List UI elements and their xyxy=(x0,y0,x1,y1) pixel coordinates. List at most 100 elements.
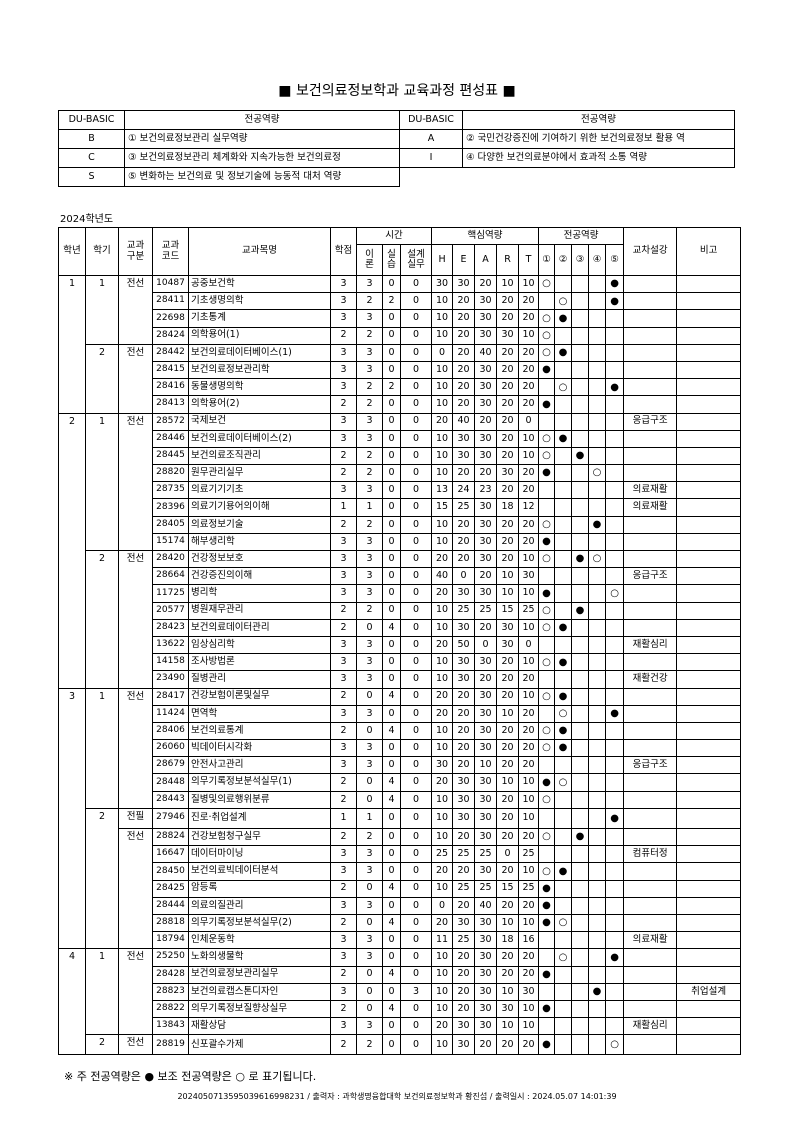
major-competency-2: ○ xyxy=(554,378,573,397)
course-code: 14158 xyxy=(152,653,189,672)
course-name: 인체운동학 xyxy=(188,931,331,950)
theory-hours: 3 xyxy=(356,896,383,915)
major-competency-3 xyxy=(571,739,590,758)
major-competency-4 xyxy=(588,999,607,1019)
major-competency-5: ● xyxy=(605,704,625,723)
practice-hours: 0 xyxy=(382,896,401,915)
core-e-value: 40 xyxy=(452,412,476,431)
core-r-value: 20 xyxy=(496,965,520,984)
theory-hours: 3 xyxy=(356,635,383,655)
core-h-value: 13 xyxy=(431,481,454,500)
credits: 1 xyxy=(330,807,357,830)
credits: 3 xyxy=(330,481,357,500)
core-t-value: 10 xyxy=(518,807,540,830)
theory-hours: 3 xyxy=(356,309,383,328)
core-e-value: 20 xyxy=(452,343,476,362)
practice-hours: 0 xyxy=(382,653,401,672)
core-t-value: 10 xyxy=(518,274,540,294)
core-t-value: 20 xyxy=(518,1034,540,1056)
design-hours: 0 xyxy=(399,446,433,466)
du-basic-header: DU-BASIC xyxy=(58,110,125,130)
main-competency-mark-icon: ● xyxy=(542,1003,551,1015)
core-a-value: 30 xyxy=(474,999,498,1019)
core-h-value: 10 xyxy=(431,790,454,809)
theory-hours: 0 xyxy=(356,687,383,706)
major-competency-5 xyxy=(605,326,625,345)
major-competency-5 xyxy=(605,879,625,898)
major-competency-1: ● xyxy=(538,879,556,898)
core-r-value: 20 xyxy=(496,948,520,967)
course-code: 28406 xyxy=(152,721,189,741)
core-t-value: 10 xyxy=(518,618,540,637)
core-a-value: 30 xyxy=(474,931,498,950)
major-competency-2 xyxy=(554,412,573,431)
core-a-value: 30 xyxy=(474,948,498,967)
semester-cell: 2 xyxy=(85,1034,119,1056)
credits: 2 xyxy=(330,773,357,792)
major-competency-2 xyxy=(554,532,573,552)
core-h-value: 20 xyxy=(431,635,454,655)
credits: 3 xyxy=(330,343,357,362)
course-row: 2 전선 28420 건강정보보호 3 3 0 0 20 20 30 20 10 ○ ● ○ xyxy=(59,549,742,689)
core-r-value: 20 xyxy=(496,756,520,775)
major-competency-5 xyxy=(605,567,625,586)
core-e-value: 20 xyxy=(452,948,476,967)
course-row: 26060 빅데이터시각화 3 3 0 0 10 20 30 20 20 ○ ● xyxy=(59,739,742,758)
credits: 2 xyxy=(330,965,357,984)
main-competency-mark-icon: ● xyxy=(542,882,551,894)
theory-hours: 3 xyxy=(356,862,383,881)
core-a-value: 30 xyxy=(474,807,498,830)
main-competency-mark-icon: ● xyxy=(610,812,619,824)
course-code: 28423 xyxy=(152,618,189,637)
core-r-value: 10 xyxy=(496,704,520,723)
competency-header: 전공역량 xyxy=(462,110,735,130)
remark xyxy=(676,549,742,569)
major-competency-2 xyxy=(554,274,573,294)
course-name: 보건의료데이터베이스(1) xyxy=(188,343,331,362)
core-t-value: 10 xyxy=(518,584,540,603)
major-1-header: ① xyxy=(538,244,556,276)
course-row: 22698 기초통계 3 3 0 0 10 20 30 20 20 ○ ● xyxy=(59,309,742,328)
cross-listing xyxy=(623,827,678,847)
core-a-value: 30 xyxy=(474,721,498,741)
design-hours: 0 xyxy=(399,965,433,984)
course-code: 27946 xyxy=(152,807,189,830)
major-competency-5 xyxy=(605,618,625,637)
theory-hours: 3 xyxy=(356,360,383,380)
core-a-value: 30 xyxy=(474,862,498,881)
core-t-value: 20 xyxy=(518,827,540,847)
main-competency-mark-icon: ● xyxy=(542,467,551,479)
remark xyxy=(676,635,742,655)
course-code: 11424 xyxy=(152,704,189,723)
remark xyxy=(676,845,742,864)
core-r-value: 10 xyxy=(496,773,520,792)
credits: 2 xyxy=(330,913,357,933)
course-name: 조사방법론 xyxy=(188,653,331,672)
cross-listing xyxy=(623,429,678,448)
cross-listing xyxy=(623,790,678,809)
core-a-value: 30 xyxy=(474,549,498,569)
core-h-value: 10 xyxy=(431,807,454,830)
major-competency-1: ○ xyxy=(538,721,556,741)
course-code: 28450 xyxy=(152,862,189,881)
design-hours: 0 xyxy=(399,756,433,775)
core-a-value: 30 xyxy=(474,827,498,847)
core-a-value: 30 xyxy=(474,913,498,933)
theory-hours: 1 xyxy=(356,498,383,517)
design-hours: 0 xyxy=(399,653,433,672)
course-code: 28822 xyxy=(152,999,189,1019)
core-competency-header: 핵심역량 xyxy=(431,227,540,245)
core-t-header: T xyxy=(518,244,540,276)
course-row: 13843 재활상담 3 3 0 0 20 30 30 10 10 재활심리 xyxy=(59,1017,742,1036)
design-hours: 0 xyxy=(399,515,433,534)
course-rows: 1 1 전선 10487 공중보건학 3 3 0 0 30 30 20 10 10 ○ ● 28411 기초생명의… xyxy=(58,274,742,1056)
course-name: 의료기기용어의이해 xyxy=(188,498,331,517)
major-competency-1: ● xyxy=(538,913,556,933)
course-code: 28420 xyxy=(152,549,189,569)
practice-header: 실 습 xyxy=(382,244,401,276)
theory-hours: 3 xyxy=(356,653,383,672)
major-competency-5 xyxy=(605,756,625,775)
core-r-value: 20 xyxy=(496,292,520,311)
major-competency-5 xyxy=(605,931,625,950)
major-competency-3 xyxy=(571,913,590,933)
